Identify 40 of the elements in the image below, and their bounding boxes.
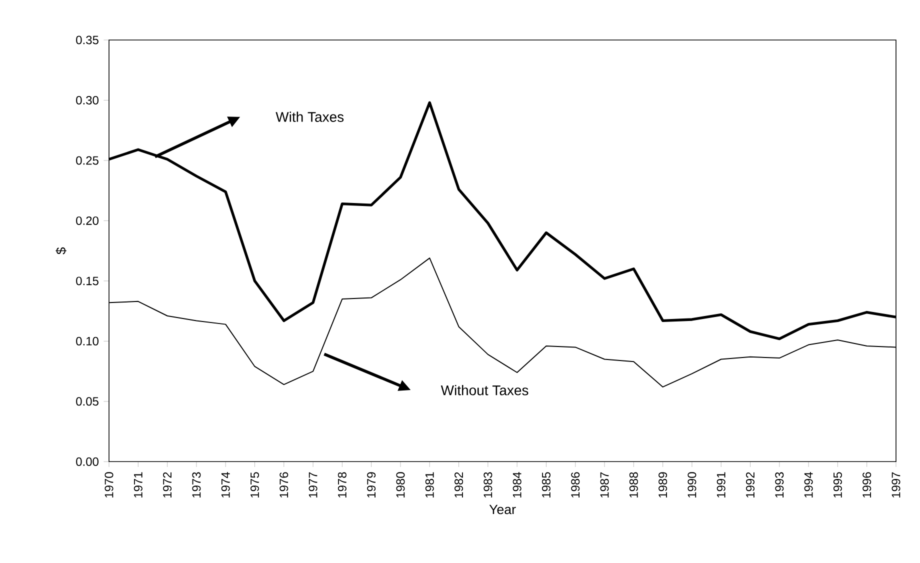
y-tick-label: 0.30 [76, 96, 98, 104]
x-tick-label: 1984 [512, 472, 522, 498]
x-tick-label: 1970 [104, 472, 114, 498]
x-tick-label: 1993 [775, 472, 784, 498]
y-tick-label: 0.35 [76, 36, 98, 44]
annotation: With Taxes [276, 112, 344, 122]
x-tick-label: 1972 [163, 472, 172, 498]
x-tick-label: 1978 [338, 472, 346, 498]
x-tick-label: 1988 [629, 472, 638, 498]
x-tick-label: 1980 [396, 472, 405, 498]
x-axis-title: Year [489, 504, 516, 514]
annotation: Without Taxes [440, 384, 528, 396]
x-tick-label: 1977 [308, 472, 318, 498]
y-tick-label: 0.20 [76, 216, 98, 225]
y-axis-title: $ [56, 247, 66, 254]
x-tick-label: 1986 [571, 472, 580, 498]
x-tick-label: 1979 [367, 472, 376, 498]
x-tick-label: 1976 [280, 472, 288, 498]
x-tick-label: 1985 [542, 472, 550, 498]
y-tick-label: 0.25 [76, 156, 98, 165]
x-tick-label: 1997 [892, 472, 900, 498]
x-tick-label: 1975 [250, 472, 260, 498]
x-tick-label: 1994 [804, 472, 813, 498]
x-tick-label: 1990 [688, 472, 696, 498]
y-tick-label: 0.00 [76, 457, 98, 466]
x-tick-label: 1989 [658, 472, 668, 498]
x-tick-label: 1971 [134, 472, 142, 498]
x-tick-label: 1973 [192, 472, 201, 498]
y-tick-label: 0.10 [76, 336, 98, 346]
y-tick-label: 0.15 [76, 276, 98, 286]
x-tick-label: 1996 [862, 472, 872, 498]
x-tick-label: 1981 [425, 472, 434, 498]
x-tick-label: 1992 [746, 472, 755, 498]
x-tick-label: 1995 [833, 472, 842, 498]
y-tick-label: 0.05 [76, 397, 98, 406]
x-tick-label: 1983 [484, 472, 492, 498]
x-tick-label: 1974 [221, 472, 230, 498]
x-tick-label: 1987 [600, 472, 609, 498]
x-tick-label: 1982 [454, 472, 464, 498]
x-tick-label: 1991 [716, 472, 726, 498]
